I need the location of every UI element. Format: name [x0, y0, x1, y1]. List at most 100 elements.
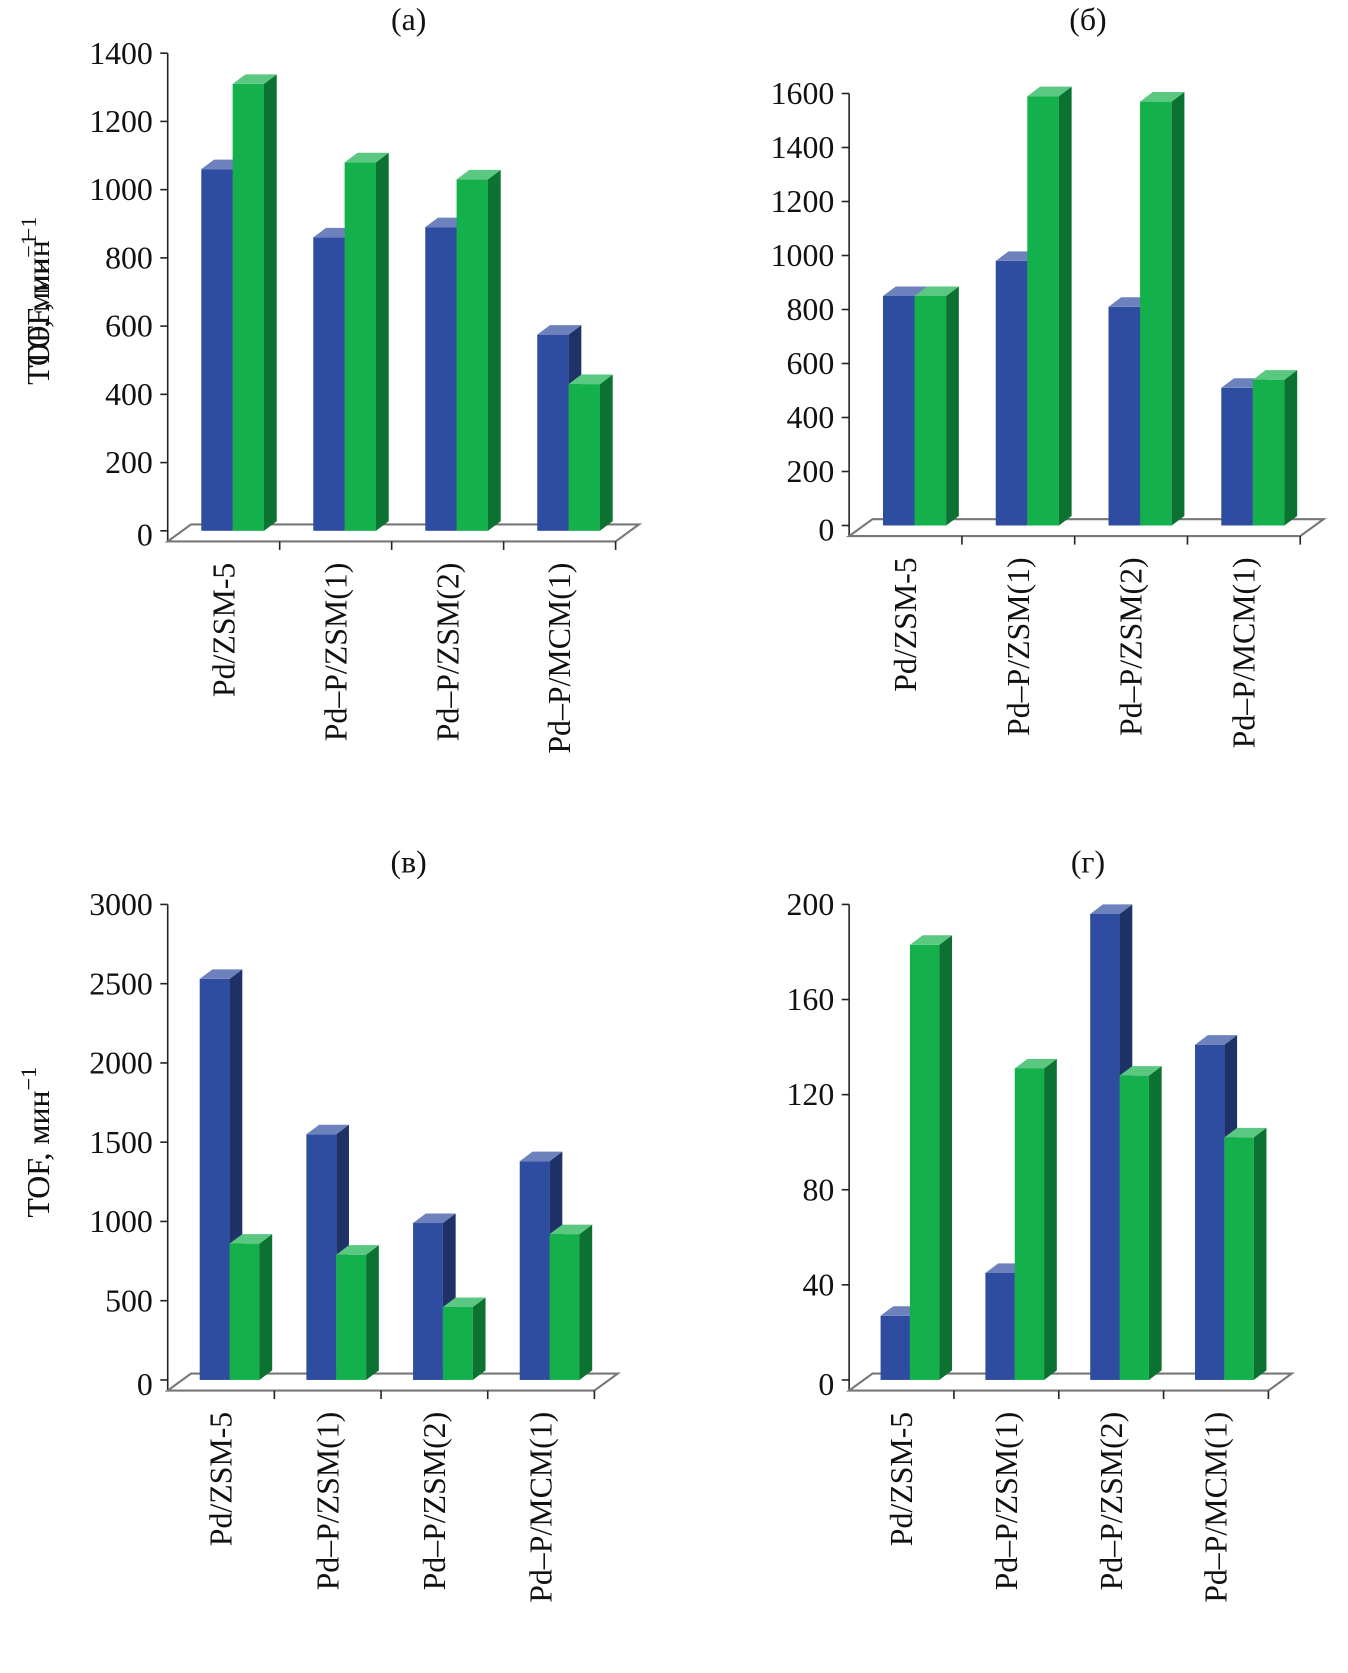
y-axis-label-sup: −1 [16, 234, 41, 258]
bar-front [995, 260, 1028, 526]
bar [909, 935, 953, 1380]
bar-front [232, 83, 265, 531]
bar-top [537, 325, 582, 335]
x-tick-label: Pd–P/ZSM(2) [1114, 557, 1149, 736]
bar-front [549, 1234, 580, 1380]
bar-front [1195, 1044, 1225, 1380]
bar-top [306, 1124, 349, 1135]
bar-front [1140, 101, 1172, 526]
y-tick-label: 2500 [89, 966, 153, 1001]
chart: (в) TOF, мин−1 0 500 1000 1500 2000 2500 3000 Pd/… [16, 845, 622, 1603]
y-tick-label: 1000 [771, 238, 835, 273]
bar [1014, 1058, 1057, 1380]
bar-front [425, 227, 457, 531]
x-tick-label: Pd/ZSM-5 [884, 1412, 919, 1546]
bar-front [456, 179, 488, 531]
y-axis-label-main: TOF, мин [21, 240, 56, 367]
bar-front [537, 334, 569, 531]
bar-side [259, 1234, 273, 1380]
bar-top [1027, 86, 1072, 97]
floor [845, 518, 1327, 538]
bar [1140, 92, 1185, 526]
bar-front [413, 1223, 443, 1380]
bar [229, 1234, 273, 1380]
bar-front [1224, 1137, 1254, 1380]
y-axis-label: TOF, мин−1 [16, 234, 56, 385]
bar-side [487, 169, 501, 531]
chart-title: (а) [391, 2, 426, 37]
bar-side [472, 1297, 486, 1380]
bar-front [442, 1307, 473, 1380]
y-tick-label: 800 [105, 240, 153, 275]
y-tick-label: 80 [802, 1172, 834, 1207]
bar [336, 1245, 379, 1380]
x-tick-label: Pd–P/MCM(1) [542, 563, 577, 754]
y-tick-label: 3000 [89, 887, 153, 922]
bar-top [1252, 370, 1298, 380]
bar-front [1090, 913, 1120, 1380]
bar-front [199, 978, 230, 1380]
bar-top [549, 1224, 593, 1235]
y-axis-label-main: TOF, мин [21, 1090, 56, 1217]
bar-top [519, 1151, 563, 1162]
bar-front [336, 1254, 367, 1380]
bar [1027, 86, 1072, 526]
bar-side [1044, 1058, 1057, 1380]
bar-top [568, 374, 613, 385]
bar-front [1027, 96, 1059, 526]
x-tick-label: Pd–P/ZSM(2) [1094, 1412, 1129, 1591]
y-tick-label: 1200 [771, 184, 835, 219]
y-tick-label: 1400 [89, 36, 153, 71]
bar-side [599, 374, 613, 531]
bar-top [914, 286, 959, 297]
bar-front [1221, 387, 1253, 526]
x-tick-label: Pd–P/ZSM(1) [989, 1412, 1024, 1591]
chart-title: (г) [1071, 845, 1105, 880]
bar-side [579, 1224, 593, 1380]
bar [549, 1224, 593, 1380]
y-tick-label: 600 [105, 309, 153, 344]
chart: (г) TOF, мин−1 0 40 80 120 160 200 Pd/ZSM-5 Pd–P/… [16, 845, 1296, 1603]
y-axis-label: TOF, мин−1 [16, 217, 56, 368]
bar-front [1119, 1075, 1149, 1380]
y-tick-label: 800 [787, 292, 835, 327]
x-tick-label: Pd–P/ZSM(2) [417, 1412, 452, 1591]
bar-front [1108, 306, 1141, 526]
bar-side [939, 935, 953, 1380]
y-tick-label: 600 [787, 346, 835, 381]
y-tick-label: 0 [137, 1367, 153, 1402]
chart: (а)TOF, мин−10200400600800100012001400Pd… [16, 2, 643, 754]
x-tick-label: Pd–P/MCM(1) [524, 1412, 559, 1603]
bar-front [313, 237, 345, 531]
y-tick-label: 120 [787, 1077, 835, 1112]
bar-front [914, 296, 947, 526]
x-tick-label: Pd–P/ZSM(1) [310, 1412, 345, 1591]
y-tick-label: 200 [787, 454, 835, 489]
y-tick-label: 500 [105, 1283, 153, 1318]
floor [164, 1372, 622, 1392]
y-tick-label: 1200 [89, 104, 153, 139]
bar [442, 1297, 486, 1380]
bar [914, 286, 959, 526]
bar-front [1252, 379, 1285, 526]
y-tick-label: 1500 [89, 1125, 153, 1160]
chart: (б)TOF, мин−1020040060080010001200140016… [16, 2, 1327, 748]
bar-top [456, 169, 501, 180]
bar-front [882, 296, 915, 526]
bar-top [1224, 1127, 1267, 1138]
x-tick-label: Pd–P/ZSM(1) [318, 563, 353, 742]
bar-top [336, 1245, 379, 1255]
y-tick-label: 1000 [89, 1204, 153, 1239]
y-axis-label: TOF, мин−1 [16, 1067, 56, 1218]
y-tick-label: 200 [787, 887, 835, 922]
bar-side [264, 74, 277, 531]
bar-side [1058, 86, 1072, 526]
bar-top [1090, 904, 1133, 914]
bar-top [1140, 92, 1185, 102]
y-tick-label: 0 [818, 512, 834, 547]
bar-front [306, 1134, 337, 1380]
y-tick-label: 400 [787, 400, 835, 435]
y-axis-label: TOF, мин−1 [16, 1067, 56, 1218]
bar-top [1119, 1066, 1162, 1076]
